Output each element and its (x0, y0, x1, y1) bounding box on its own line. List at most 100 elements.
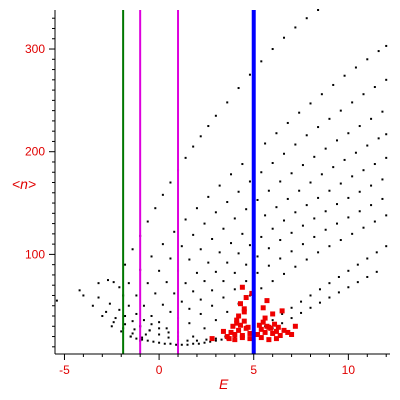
data-point (226, 201, 229, 204)
data-point (385, 78, 388, 81)
highlight-point (262, 329, 268, 335)
highlight-point (285, 329, 291, 335)
data-point (203, 222, 206, 225)
data-point (131, 320, 134, 323)
data-point (256, 198, 259, 201)
data-point (351, 175, 354, 178)
data-point (192, 233, 195, 236)
data-point (328, 117, 331, 120)
data-point (317, 9, 320, 11)
highlight-point (266, 337, 272, 343)
data-point (199, 298, 202, 301)
data-point (381, 110, 384, 113)
data-point (203, 341, 206, 344)
data-point (220, 338, 223, 341)
highlight-point (237, 322, 243, 328)
data-point (300, 311, 303, 314)
data-point (260, 60, 263, 63)
highlight-point (247, 330, 253, 336)
data-point (290, 306, 293, 309)
highlight-point (243, 295, 249, 301)
data-point (214, 270, 217, 273)
data-point (114, 317, 117, 320)
highlight-point (268, 325, 274, 331)
data-point (313, 235, 316, 238)
data-point (366, 257, 369, 260)
data-point (218, 184, 221, 187)
data-point (150, 323, 153, 326)
data-point (158, 333, 161, 336)
data-point (203, 280, 206, 283)
data-point (248, 180, 251, 183)
highlight-point (234, 317, 240, 323)
data-point (294, 211, 297, 214)
data-point (233, 217, 236, 220)
data-point (218, 251, 221, 254)
data-point (192, 342, 195, 345)
data-point (351, 232, 354, 235)
data-point (195, 207, 198, 210)
data-point (377, 50, 380, 53)
x-axis-title: E (219, 376, 229, 392)
data-point (192, 145, 195, 148)
data-point (188, 258, 191, 261)
data-point (105, 310, 108, 313)
data-point (354, 151, 357, 154)
data-point (381, 197, 384, 200)
data-point (370, 184, 373, 187)
y-tick-label: 200 (25, 145, 45, 159)
data-point (230, 242, 233, 245)
data-point (184, 156, 187, 159)
data-point (101, 315, 104, 318)
data-point (328, 189, 331, 192)
highlight-point (277, 333, 283, 339)
y-axis: 100 200 300 <n> (12, 10, 56, 354)
data-point (281, 322, 284, 325)
data-point (385, 156, 388, 159)
data-point (305, 134, 308, 137)
y-tick-label: 100 (25, 247, 45, 261)
data-point (211, 237, 214, 240)
data-point (339, 182, 342, 185)
data-point (362, 226, 365, 229)
reference-lines (122, 10, 256, 354)
data-point (91, 304, 94, 307)
data-point (135, 337, 138, 340)
data-point (343, 158, 346, 161)
data-point (192, 290, 195, 293)
highlight-point (272, 321, 278, 327)
highlight-point (289, 331, 295, 337)
data-point (305, 204, 308, 207)
x-axis: -5 0 5 10 E (55, 353, 390, 392)
highlight-point (264, 298, 270, 304)
data-point (112, 321, 115, 324)
data-point (135, 312, 138, 315)
highlight-point (228, 329, 234, 335)
data-point (283, 272, 286, 275)
data-point (264, 142, 267, 145)
data-point (358, 125, 361, 128)
data-point (366, 58, 369, 61)
data-point (256, 255, 259, 258)
highlight-point (234, 320, 240, 326)
plot-area (55, 9, 388, 354)
data-point (290, 172, 293, 175)
data-point (173, 292, 176, 295)
data-point (339, 109, 342, 112)
data-point (195, 271, 198, 274)
data-point (248, 73, 251, 76)
data-point (294, 265, 297, 268)
data-point (161, 303, 164, 306)
data-point (167, 336, 170, 339)
data-point (290, 250, 293, 253)
data-point (271, 280, 274, 283)
data-point (237, 190, 240, 193)
x-tick-label: -5 (59, 363, 70, 377)
data-point (337, 291, 340, 294)
data-point (129, 335, 132, 338)
data-point (309, 181, 312, 184)
data-point (301, 164, 304, 167)
highlight-point (255, 331, 261, 337)
highlight-point (273, 328, 279, 334)
